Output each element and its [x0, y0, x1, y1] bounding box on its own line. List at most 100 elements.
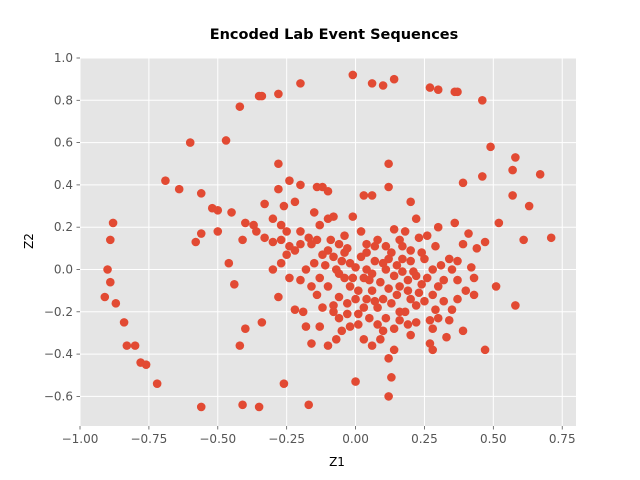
scatter-point — [414, 233, 424, 243]
scatter-point — [373, 320, 382, 329]
scatter-point — [411, 271, 421, 281]
y-tick-label: 0.2 — [54, 220, 73, 234]
scatter-point — [329, 307, 338, 317]
scatter-point — [309, 258, 319, 268]
scatter-point — [384, 354, 393, 363]
scatter-point — [398, 254, 407, 264]
scatter-point — [323, 341, 333, 350]
scatter-point — [334, 269, 344, 279]
scatter-point — [403, 275, 413, 285]
scatter-point — [486, 142, 495, 152]
data-points — [100, 70, 556, 412]
scatter-point — [282, 227, 291, 236]
scatter-point — [141, 360, 151, 369]
scatter-point — [398, 241, 407, 251]
scatter-point — [389, 271, 399, 281]
scatter-point — [342, 309, 352, 319]
scatter-point — [411, 214, 421, 224]
y-tick-label: 0.8 — [54, 93, 73, 107]
y-tick-label: −0.6 — [44, 389, 73, 403]
scatter-point — [466, 263, 476, 272]
scatter-point — [337, 326, 347, 336]
scatter-point — [406, 256, 415, 266]
scatter-point — [365, 313, 374, 323]
scatter-point — [378, 326, 388, 336]
scatter-point — [411, 301, 421, 310]
scatter-point — [304, 400, 314, 410]
scatter-point — [433, 85, 443, 95]
scatter-point — [221, 136, 231, 145]
scatter-point — [381, 313, 391, 323]
scatter-point — [274, 292, 283, 302]
scatter-point — [100, 292, 110, 302]
scatter-point — [403, 320, 413, 329]
scatter-point — [276, 235, 286, 245]
scatter-point — [290, 305, 300, 314]
y-tick-label: 0.0 — [54, 262, 73, 276]
scatter-point — [433, 222, 443, 232]
scatter-point — [428, 324, 438, 334]
scatter-point — [268, 237, 278, 247]
scatter-point — [334, 239, 344, 249]
scatter-point — [334, 292, 344, 302]
scatter-point — [279, 379, 289, 389]
scatter-point — [359, 191, 369, 200]
scatter-point — [351, 294, 360, 304]
scatter-point — [235, 102, 245, 111]
scatter-point — [464, 229, 473, 238]
scatter-point — [511, 301, 520, 310]
scatter-point — [519, 235, 528, 245]
scatter-point — [103, 265, 112, 274]
scatter-point — [329, 301, 338, 310]
scatter-point — [191, 237, 201, 247]
scatter-point — [307, 239, 316, 249]
scatter-point — [238, 400, 247, 410]
scatter-point — [370, 256, 380, 266]
scatter-point — [384, 284, 393, 293]
scatter-point — [290, 197, 300, 207]
scatter-point — [318, 303, 327, 312]
scatter-point — [334, 313, 344, 323]
scatter-point — [274, 159, 283, 169]
scatter-point — [411, 318, 421, 327]
scatter-point — [296, 239, 305, 249]
scatter-point — [480, 345, 490, 355]
scatter-point — [431, 305, 440, 314]
scatter-point — [546, 233, 556, 243]
scatter-point — [235, 341, 245, 350]
scatter-point — [480, 237, 490, 247]
scatter-point — [406, 330, 415, 340]
scatter-point — [274, 89, 283, 99]
scatter-point — [254, 91, 264, 101]
scatter-point — [296, 79, 305, 88]
y-tick-label: −0.4 — [44, 347, 73, 361]
scatter-point — [370, 296, 380, 306]
scatter-point — [378, 81, 388, 90]
scatter-point — [348, 273, 358, 283]
scatter-point — [453, 275, 462, 285]
scatter-point — [494, 218, 504, 228]
scatter-point — [458, 178, 468, 188]
x-tick-label: 0.50 — [480, 432, 507, 446]
scatter-point — [367, 286, 377, 295]
x-tick-label: −0.50 — [199, 432, 236, 446]
scatter-point — [359, 334, 369, 344]
scatter-point — [389, 324, 399, 334]
scatter-point — [340, 231, 349, 240]
scatter-point — [450, 218, 460, 228]
scatter-point — [381, 241, 391, 251]
scatter-point — [309, 208, 319, 217]
scatter-point — [384, 182, 393, 192]
scatter-point — [433, 313, 443, 323]
scatter-point — [406, 246, 415, 255]
scatter-point — [400, 227, 410, 236]
scatter-point — [356, 227, 366, 236]
scatter-point — [276, 220, 286, 230]
scatter-point — [196, 189, 206, 198]
scatter-point — [450, 87, 460, 97]
scatter-point — [285, 176, 294, 185]
scatter-point — [428, 345, 438, 355]
scatter-point — [224, 258, 234, 268]
scatter-point — [260, 199, 269, 209]
scatter-point — [420, 296, 429, 306]
